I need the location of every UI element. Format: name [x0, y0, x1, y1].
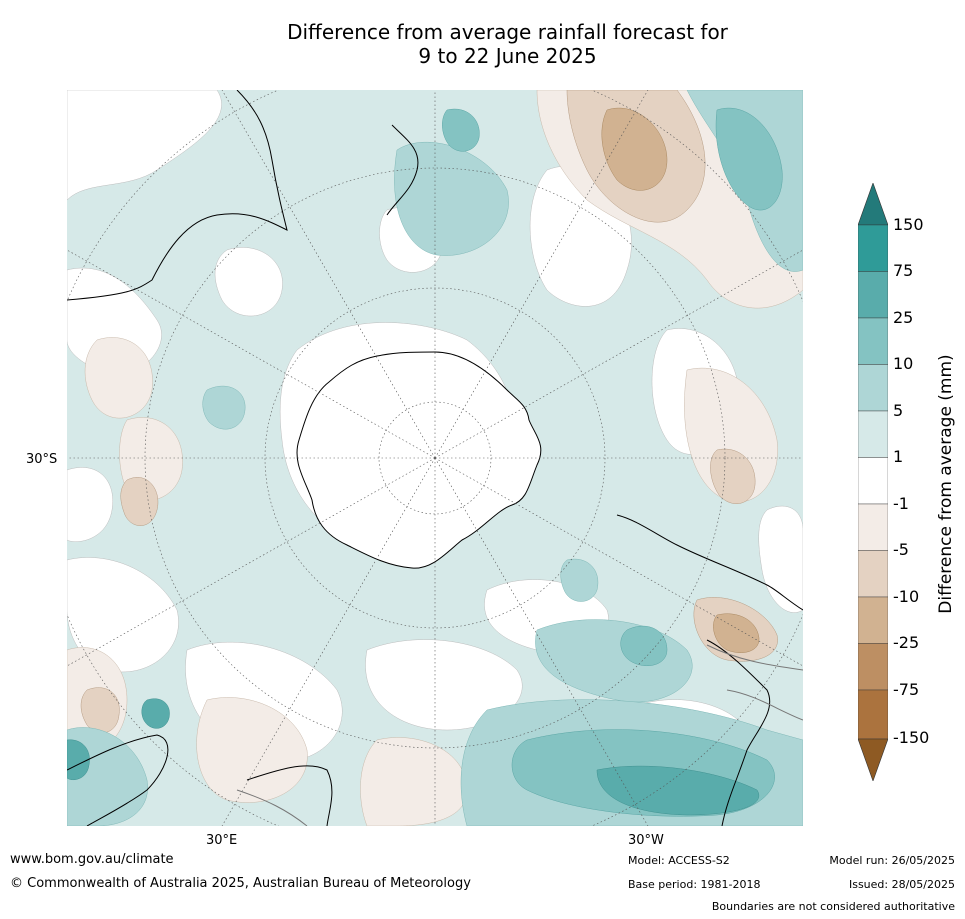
colorbar [858, 183, 888, 781]
colorbar-upper-extend [858, 183, 888, 226]
bom-url-link[interactable]: www.bom.gov.au/climate [10, 852, 174, 867]
strong-above-regions [67, 698, 760, 816]
title-line-1: Difference from average rainfall forecas… [287, 20, 728, 44]
coastlines [67, 90, 803, 826]
rainfall-anomaly-map [67, 90, 803, 826]
longitude-label-east: 30°E [206, 833, 238, 848]
colorbar-tick: 10 [893, 354, 914, 373]
colorbar-tick: 75 [893, 261, 914, 280]
colorbar-tick: -10 [893, 587, 920, 606]
colorbar-band [858, 596, 888, 644]
colorbar-band [858, 410, 888, 458]
colorbar-title: Difference from average (mm) [936, 354, 956, 614]
colorbar-band [858, 550, 888, 598]
colorbar-band [858, 643, 888, 691]
colorbar-band [858, 457, 888, 505]
colorbar-tick: -75 [893, 680, 920, 699]
well-below-regions [601, 107, 760, 653]
base-period-text: Base period: 1981-2018 [628, 878, 761, 891]
colorbar-band [858, 271, 888, 319]
graticule [67, 90, 803, 826]
issued-text: Issued: 28/05/2025 [848, 878, 955, 891]
colorbar-tick: -1 [893, 494, 909, 513]
colorbar-tick: 150 [893, 215, 924, 234]
colorbar-band [858, 224, 888, 272]
antarctica-landmass [296, 351, 542, 569]
map-svg [67, 90, 803, 826]
latitude-label: 30°S [26, 452, 58, 467]
borders [236, 644, 803, 826]
model-text: Model: ACCESS-S2 [628, 854, 730, 867]
colorbar-lower-extend [858, 738, 888, 781]
colorbar-tick: 25 [893, 308, 914, 327]
colorbar-tick: 5 [893, 401, 904, 420]
colorbar-tick: -25 [893, 633, 920, 652]
title-line-2: 9 to 22 June 2025 [418, 44, 597, 68]
chart-title: Difference from average rainfall forecas… [0, 20, 965, 68]
disclaimer-text: Boundaries are not considered authoritat… [711, 900, 955, 913]
colorbar-tick: -150 [893, 728, 930, 747]
copyright-text: © Commonwealth of Australia 2025, Austra… [10, 876, 471, 891]
colorbar-tick: 1 [893, 447, 904, 466]
colorbar-band [858, 364, 888, 412]
colorbar-band [858, 689, 888, 740]
longitude-label-west: 30°W [628, 833, 664, 848]
colorbar-tick: -5 [893, 540, 909, 559]
model-run-text: Model run: 26/05/2025 [829, 854, 955, 867]
colorbar-band [858, 317, 888, 365]
colorbar-band [858, 503, 888, 551]
